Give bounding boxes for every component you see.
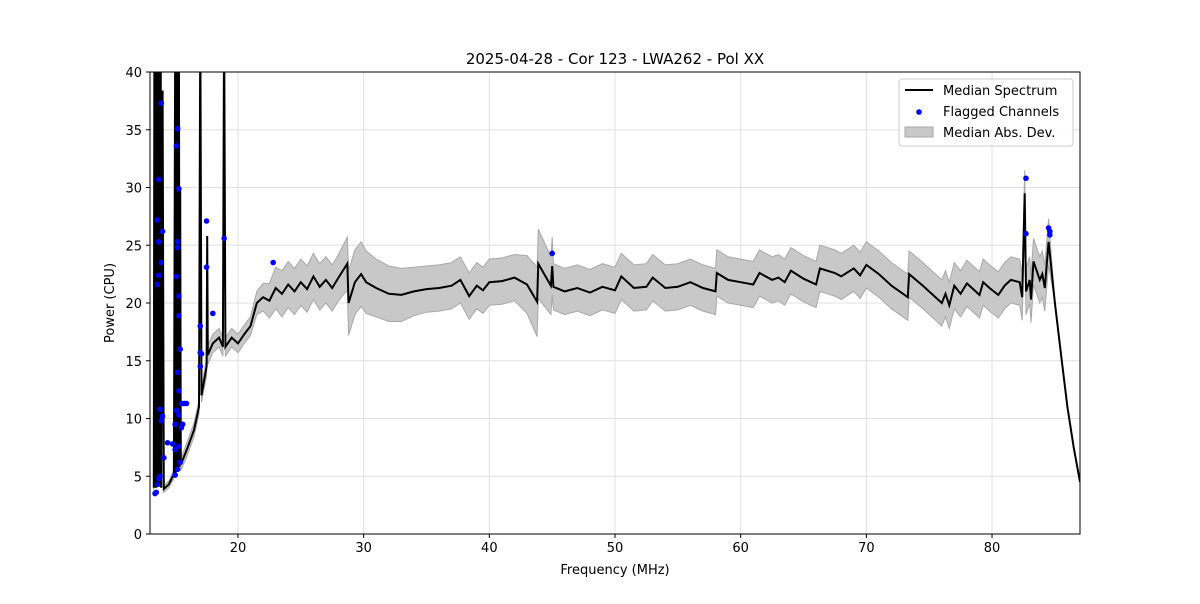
flagged-channel-point: [155, 272, 162, 279]
flagged-channel-point: [197, 363, 204, 370]
flagged-channel-point: [174, 244, 181, 251]
flagged-channel-point: [152, 490, 158, 497]
flagged-channel-point: [177, 459, 183, 466]
flagged-channel-point: [176, 412, 182, 418]
flagged-channel-point: [159, 413, 166, 419]
flagged-channel-point: [549, 250, 555, 257]
flagged-channel-point: [158, 100, 165, 106]
chart-title: 2025-04-28 - Cor 123 - LWA262 - Pol XX: [466, 50, 764, 68]
flagged-channel-point: [203, 218, 210, 224]
flagged-channel-point: [154, 481, 161, 488]
flagged-channel-point: [174, 238, 181, 245]
flagged-channel-point: [176, 293, 182, 299]
legend-dot-swatch: [916, 109, 922, 115]
x-tick-label: 40: [481, 541, 498, 556]
flagged-channel-point: [157, 406, 163, 413]
y-tick-label: 10: [125, 413, 142, 428]
flagged-channel-point: [177, 346, 183, 353]
flagged-channel-point: [176, 443, 182, 450]
flagged-channel-point: [174, 369, 181, 376]
x-tick-label: 80: [984, 541, 1001, 556]
y-tick-label: 0: [134, 528, 142, 543]
flagged-channel-point: [164, 439, 171, 446]
flagged-channel-point: [173, 407, 180, 414]
x-tick-label: 50: [607, 541, 624, 556]
flagged-channel-point: [155, 176, 162, 183]
flagged-channel-point: [159, 228, 166, 235]
legend-flagged: Flagged Channels: [943, 105, 1059, 120]
flagged-channel-point: [174, 125, 181, 132]
flagged-channel-point: [154, 217, 161, 223]
y-tick-label: 5: [134, 470, 142, 485]
y-tick-label: 15: [125, 355, 142, 370]
flagged-channel-point: [155, 238, 162, 245]
legend-median: Median Spectrum: [943, 84, 1057, 99]
flagged-channel-point: [154, 281, 161, 288]
flagged-channel-point: [158, 418, 165, 424]
flagged-channel-point: [183, 400, 190, 407]
flagged-channel-point: [173, 143, 180, 149]
flagged-channel-point: [169, 441, 176, 447]
flagged-channel-point: [172, 472, 178, 478]
flagged-channel-point: [1047, 232, 1053, 238]
flagged-channel-point: [1023, 230, 1029, 237]
flagged-channel-point: [158, 259, 165, 266]
flagged-channels: [152, 100, 1053, 497]
flagged-channel-point: [203, 264, 210, 270]
x-tick-label: 60: [732, 541, 749, 556]
flagged-channel-point: [173, 273, 180, 280]
legend-band-swatch: [904, 126, 934, 138]
flagged-channel-point: [198, 351, 205, 357]
flagged-channel-point: [161, 454, 167, 461]
flagged-channel-point: [210, 310, 216, 317]
flagged-channel-point: [179, 421, 186, 428]
median-spectrum-line: [152, 72, 1080, 492]
legend-mad: Median Abs. Dev.: [943, 126, 1055, 141]
y-tick-label: 40: [125, 66, 142, 81]
flagged-channel-point: [221, 235, 227, 242]
y-tick-label: 35: [125, 124, 142, 139]
x-axis-label: Frequency (MHz): [560, 563, 669, 578]
flagged-channel-point: [176, 185, 182, 192]
y-tick-label: 30: [125, 182, 142, 197]
flagged-channel-point: [176, 312, 182, 319]
axis-ticks: 20 30 40 50 60 70 80 0 5 10 15 20 25 30 35 40: [125, 66, 1000, 556]
flagged-channel-point: [172, 421, 178, 428]
flagged-channel-point: [270, 259, 276, 266]
flagged-channel-point: [157, 473, 163, 480]
x-tick-label: 30: [355, 541, 372, 556]
x-tick-label: 20: [230, 541, 247, 556]
flagged-channel-point: [176, 387, 182, 394]
y-tick-label: 20: [125, 297, 142, 312]
y-tick-label: 25: [125, 239, 142, 254]
x-tick-label: 70: [858, 541, 875, 556]
flagged-channel-point: [174, 466, 181, 473]
legend: Median Spectrum Flagged Channels Median …: [898, 78, 1074, 147]
flagged-channel-point: [172, 446, 178, 453]
flagged-channel-point: [197, 323, 204, 329]
y-axis-label: Power (CPU): [103, 263, 118, 343]
flagged-channel-point: [1023, 175, 1029, 182]
